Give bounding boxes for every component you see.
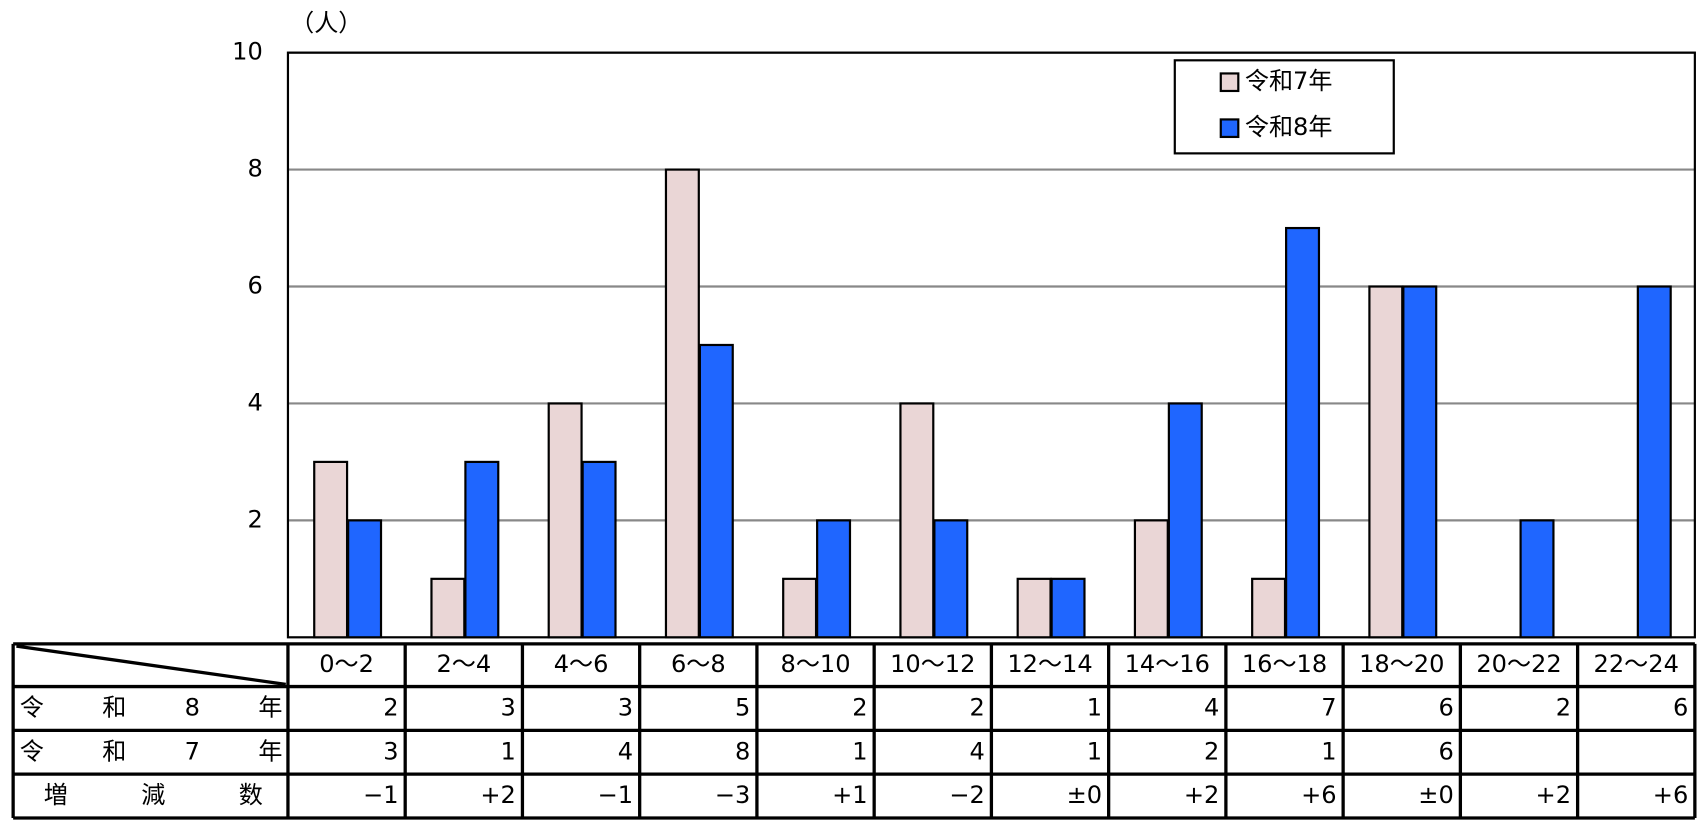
- row-label: 増減数: [44, 781, 263, 809]
- table-value: 4: [1204, 693, 1219, 721]
- bar: [782, 577, 818, 639]
- y-unit: （人）: [290, 9, 362, 37]
- table-value: 8: [735, 737, 750, 765]
- legend-label: 令和8年: [1245, 113, 1333, 141]
- table-value: ±0: [1067, 781, 1103, 809]
- x-tick-label: 12～14: [1007, 650, 1092, 678]
- bar: [1251, 577, 1287, 639]
- table-value: 3: [383, 737, 398, 765]
- bar: [1050, 577, 1086, 639]
- table-value: +6: [1301, 781, 1337, 809]
- x-tick-label: 18～20: [1359, 650, 1444, 678]
- table-value: 2: [1204, 737, 1219, 765]
- table-value: −1: [363, 781, 399, 809]
- table-value: −3: [715, 781, 751, 809]
- x-tick-label: 20～22: [1476, 650, 1561, 678]
- y-tick-label: 8: [247, 155, 262, 183]
- table-value: −2: [949, 781, 985, 809]
- table-value: 2: [383, 693, 398, 721]
- bar: [581, 460, 617, 639]
- y-tick-label: 4: [247, 388, 262, 416]
- table-value: −1: [598, 781, 634, 809]
- table-value: +6: [1653, 781, 1689, 809]
- y-tick-label: 2: [247, 505, 262, 533]
- x-tick-label: 4～6: [554, 650, 609, 678]
- legend-swatch: [1219, 72, 1240, 93]
- table-value: 2: [852, 693, 867, 721]
- x-tick-label: 8～10: [781, 650, 851, 678]
- row-label: 令和8年: [20, 693, 283, 721]
- table-value: 4: [970, 737, 985, 765]
- bar: [816, 519, 852, 639]
- table-value: 6: [1438, 693, 1453, 721]
- table-value: 1: [852, 737, 867, 765]
- plot-frame: [286, 51, 1696, 639]
- legend-label: 令和7年: [1245, 67, 1333, 95]
- table-value: 7: [1321, 693, 1336, 721]
- table-value: +2: [1536, 781, 1571, 809]
- bar: [1636, 285, 1672, 639]
- table-value: +2: [480, 781, 515, 809]
- x-tick-label: 2～4: [436, 650, 491, 678]
- x-tick-label: 14～16: [1125, 650, 1210, 678]
- table-value: ±0: [1418, 781, 1453, 809]
- bar: [464, 460, 500, 639]
- bar: [313, 460, 349, 639]
- bar: [430, 577, 466, 639]
- bar: [1133, 519, 1169, 639]
- y-tick-label: 10: [232, 38, 263, 66]
- table-value: 1: [501, 737, 516, 765]
- bar: [698, 343, 734, 639]
- table-value: 1: [1087, 693, 1102, 721]
- bar: [899, 402, 935, 639]
- x-tick-label: 0～2: [319, 650, 374, 678]
- bar: [933, 519, 969, 639]
- table-value: 2: [970, 693, 985, 721]
- table-value: 6: [1673, 693, 1688, 721]
- table-value: 3: [501, 693, 516, 721]
- bar: [1402, 285, 1438, 639]
- bar: [1519, 519, 1555, 639]
- table-value: 1: [1321, 737, 1336, 765]
- table-value: 6: [1438, 737, 1453, 765]
- table-value: 3: [618, 693, 633, 721]
- table-value: 5: [735, 693, 750, 721]
- legend-swatch: [1219, 118, 1240, 139]
- bar: [664, 168, 700, 639]
- table-diagonal: [16, 644, 286, 687]
- bar: [547, 402, 583, 639]
- table-value: +2: [1184, 781, 1220, 809]
- x-tick-label: 10～12: [890, 650, 975, 678]
- x-tick-label: 16～18: [1242, 650, 1327, 678]
- bar: [1167, 402, 1203, 639]
- table-value: 2: [1556, 693, 1571, 721]
- table-value: +1: [832, 781, 868, 809]
- bar: [347, 519, 383, 639]
- y-tick-label: 6: [247, 272, 262, 300]
- x-tick-label: 22～24: [1594, 650, 1679, 678]
- table-value: 1: [1087, 737, 1102, 765]
- row-label: 令和7年: [20, 737, 283, 765]
- table-value: 4: [618, 737, 633, 765]
- legend-box: [1173, 59, 1395, 155]
- bar: [1285, 226, 1321, 639]
- x-tick-label: 6～8: [671, 650, 726, 678]
- bar: [1016, 577, 1052, 639]
- bar: [1368, 285, 1404, 639]
